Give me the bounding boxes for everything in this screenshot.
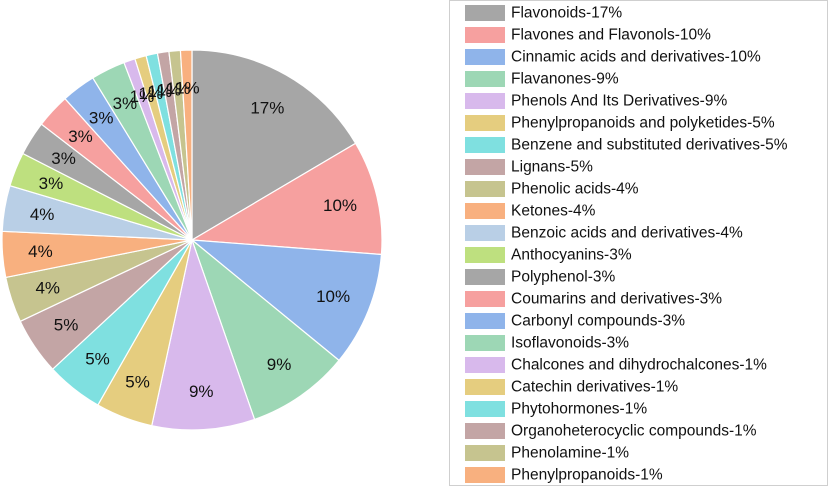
slice-percent-label: 4% bbox=[30, 205, 55, 224]
legend-swatch bbox=[465, 467, 505, 483]
slice-percent-label: 17% bbox=[250, 98, 284, 117]
legend-label: Anthocyanins-3% bbox=[511, 247, 632, 264]
slice-percent-label: 5% bbox=[85, 350, 110, 369]
legend-swatch bbox=[465, 247, 505, 263]
slice-percent-label: 3% bbox=[89, 109, 114, 128]
slice-percent-label: 1% bbox=[157, 80, 182, 99]
legend-label: Benzene and substituted derivatives-5% bbox=[511, 137, 788, 154]
legend-label: Benzoic acids and derivatives-4% bbox=[511, 225, 743, 242]
legend-swatch bbox=[465, 181, 505, 197]
legend-label: Ketones-4% bbox=[511, 203, 596, 220]
legend-swatch bbox=[465, 203, 505, 219]
legend-swatch bbox=[465, 137, 505, 153]
slice-percent-label: 4% bbox=[28, 242, 53, 261]
legend: Flavonoids-17% Flavones and Flavonols-10%… bbox=[449, 0, 828, 486]
legend-swatch bbox=[465, 49, 505, 65]
legend-label: Phenolamine-1% bbox=[511, 445, 629, 462]
slice-percent-label: 3% bbox=[39, 174, 64, 193]
legend-label: Phenolic acids-4% bbox=[511, 181, 639, 198]
slice-percent-label: 3% bbox=[51, 149, 76, 168]
legend-label: Chalcones and dihydrochalcones-1% bbox=[511, 357, 767, 374]
pie-slice bbox=[190, 238, 340, 421]
legend-label: Polyphenol-3% bbox=[511, 269, 615, 286]
legend-swatch bbox=[465, 93, 505, 109]
slice-percent-label: 9% bbox=[189, 382, 214, 401]
legend-label: Lignans-5% bbox=[511, 159, 593, 176]
legend-swatch bbox=[465, 357, 505, 373]
legend-swatch bbox=[465, 159, 505, 175]
legend-label: Phenols And Its Derivatives-9% bbox=[511, 93, 727, 110]
legend-swatch bbox=[465, 313, 505, 329]
legend-label: Cinnamic acids and derivatives-10% bbox=[511, 49, 761, 66]
legend-label: Catechin derivatives-1% bbox=[511, 379, 678, 396]
legend-label: Phenylpropanoids and polyketides-5% bbox=[511, 115, 775, 132]
legend-swatch bbox=[465, 225, 505, 241]
legend-swatch bbox=[465, 291, 505, 307]
slice-percent-label: 10% bbox=[323, 196, 357, 215]
slice-percent-label: 1% bbox=[148, 82, 173, 101]
slice-percent-label: 3% bbox=[113, 94, 138, 113]
slice-percent-label: 5% bbox=[125, 372, 150, 391]
pie-slice bbox=[179, 49, 193, 241]
legend-frame bbox=[449, 0, 828, 486]
legend-label: Flavanones-9% bbox=[511, 71, 619, 88]
pie-slice bbox=[191, 49, 357, 242]
slice-percent-label: 1% bbox=[130, 87, 155, 106]
legend-swatch bbox=[465, 401, 505, 417]
legend-swatch bbox=[465, 115, 505, 131]
pie-slice bbox=[151, 237, 256, 431]
legend-label: Phytohormones-1% bbox=[511, 401, 647, 418]
slice-percent-label: 1% bbox=[139, 84, 164, 103]
slice-percent-label: 4% bbox=[35, 278, 60, 297]
legend-swatch bbox=[465, 71, 505, 87]
slice-percent-label: 5% bbox=[54, 316, 79, 335]
legend-swatch bbox=[465, 335, 505, 351]
legend-swatch bbox=[465, 379, 505, 395]
legend-label: Phenylpropanoids-1% bbox=[511, 467, 663, 484]
pie-slice bbox=[190, 142, 383, 256]
legend-swatch bbox=[465, 269, 505, 285]
legend-label: Flavones and Flavonols-10% bbox=[511, 27, 711, 44]
legend-label: Flavonoids-17% bbox=[511, 5, 622, 22]
legend-swatch bbox=[465, 445, 505, 461]
legend-swatch bbox=[465, 27, 505, 43]
legend-label: Carbonyl compounds-3% bbox=[511, 313, 685, 330]
slice-percent-label: 1% bbox=[166, 79, 191, 98]
pie-slice bbox=[190, 239, 383, 362]
pie-slices bbox=[1, 49, 383, 431]
slice-percent-label: 10% bbox=[316, 287, 350, 306]
slice-percent-label: 3% bbox=[68, 127, 93, 146]
pie-percent-labels: 17%10%10%9%9%5%5%5%4%4%4%3%3%3%3%3%1%1%1… bbox=[28, 79, 357, 402]
legend-label: Coumarins and derivatives-3% bbox=[511, 291, 722, 308]
slice-percent-label: 1% bbox=[175, 79, 200, 98]
legend-swatch bbox=[465, 5, 505, 21]
legend-label: Isoflavonoids-3% bbox=[511, 335, 629, 352]
legend-swatch bbox=[465, 423, 505, 439]
legend-label: Organoheterocyclic compounds-1% bbox=[511, 423, 757, 440]
slice-percent-label: 9% bbox=[267, 355, 292, 374]
